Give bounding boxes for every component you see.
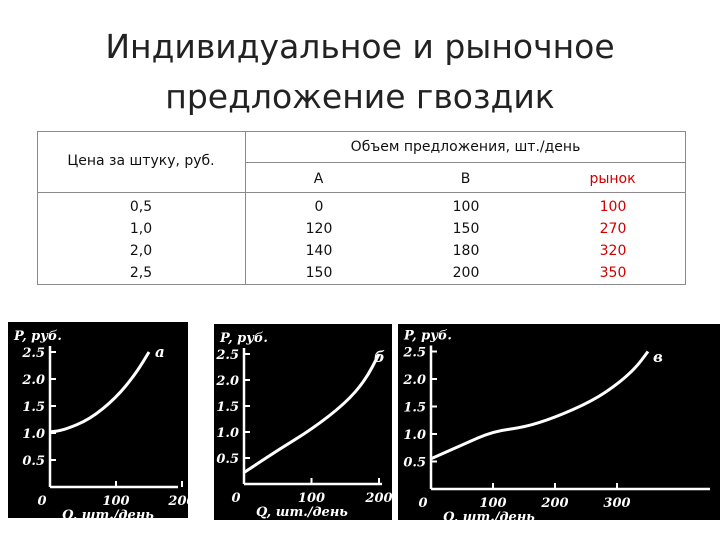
col-header-market: рынок — [589, 171, 636, 187]
a-cell: 0 — [314, 199, 324, 215]
slide-title: Индивидуальное и рыночное предложение гв… — [0, 22, 720, 122]
supply-table: Цена за штуку, руб. Объем предложения, ш… — [37, 131, 686, 285]
origin-label: 0 — [418, 496, 427, 511]
market-cell: 100 — [599, 199, 627, 215]
y-tick-label: 1.0 — [216, 426, 239, 441]
x-axis-label: Q, шт./день — [256, 505, 348, 520]
y-tick-label: 2.5 — [215, 348, 239, 363]
price-column: 0,5 1,0 2,0 2,5 — [97, 196, 185, 284]
table-header-divider — [37, 192, 686, 193]
graph-panel-label: а — [155, 343, 165, 361]
y-tick-label: 2.0 — [21, 373, 45, 388]
b-cell: 200 — [452, 265, 480, 281]
title-line-2: предложение гвоздик — [165, 77, 555, 116]
a-cell: 150 — [305, 265, 333, 281]
a-column: 0 120 140 150 — [275, 196, 363, 284]
x-tick-label: 100 — [298, 491, 325, 506]
y-tick-label: 2.5 — [402, 346, 426, 361]
y-tick-label: 1.0 — [403, 428, 426, 443]
y-tick-label: 0.5 — [22, 454, 45, 469]
x-tick-label: 200 — [364, 491, 392, 506]
graph-b: 2.5 2.0 1.5 1.0 0.5 100 200 0 P, руб. Q, шт./день… — [214, 324, 393, 520]
graph-a-svg: 2.5 2.0 1.5 1.0 0.5 100 200 0 P, руб. Q, шт./день… — [13, 329, 196, 523]
x-tick-label: 300 — [603, 496, 630, 511]
y-tick-label: 2.0 — [402, 373, 426, 388]
y-tick-label: 0.5 — [216, 452, 239, 467]
market-cell: 270 — [599, 221, 627, 237]
supply-curve — [49, 351, 151, 434]
table-subheader-divider — [245, 162, 686, 163]
x-tick-label: 100 — [479, 496, 506, 511]
y-tick-label: 1.0 — [22, 427, 45, 442]
graph-c-svg: 2.5 2.0 1.5 1.0 0.5 100 200 300 0 P, руб. Q, шт./д… — [402, 329, 710, 525]
graph-b-svg: 2.5 2.0 1.5 1.0 0.5 100 200 0 P, руб. Q, шт./день… — [215, 331, 392, 520]
a-cell: 120 — [305, 221, 333, 237]
y-axis-label: P, руб. — [219, 331, 268, 346]
y-tick-label: 1.5 — [216, 400, 239, 415]
graph-a: 2.5 2.0 1.5 1.0 0.5 100 200 0 P, руб. Q, шт./день… — [8, 322, 196, 523]
b-cell: 150 — [452, 221, 480, 237]
table-border-top — [37, 131, 686, 132]
y-tick-label: 1.5 — [22, 400, 45, 415]
market-cell: 320 — [599, 243, 627, 259]
price-header: Цена за штуку, руб. — [67, 153, 215, 169]
price-cell: 2,5 — [129, 265, 153, 281]
y-tick-label: 1.5 — [403, 401, 426, 416]
y-tick-label: 2.0 — [215, 374, 239, 389]
table-border-bottom — [37, 284, 686, 285]
table-border-left — [37, 131, 38, 285]
origin-label: 0 — [37, 494, 46, 509]
supply-curve — [243, 353, 381, 474]
graph-panel-label: б — [374, 348, 385, 366]
b-cell: 100 — [452, 199, 480, 215]
b-cell: 180 — [452, 243, 480, 259]
y-tick-label: 0.5 — [403, 456, 426, 471]
y-axis-label: P, руб. — [403, 329, 452, 344]
price-cell: 1,0 — [129, 221, 153, 237]
x-axis-label: Q, шт./день — [443, 510, 535, 520]
market-column: 100 270 320 350 — [569, 196, 657, 284]
market-cell: 350 — [599, 265, 627, 281]
price-cell: 0,5 — [129, 199, 153, 215]
price-cell: 2,0 — [129, 243, 153, 259]
volume-header: Объем предложения, шт./день — [350, 139, 581, 155]
graph-panel-label: в — [653, 348, 663, 366]
table-col-divider — [245, 131, 246, 285]
x-tick-label: 200 — [167, 494, 188, 509]
x-tick-label: 200 — [540, 496, 568, 511]
title-line-1: Индивидуальное и рыночное — [105, 27, 615, 66]
y-axis-label: P, руб. — [13, 329, 62, 344]
origin-label: 0 — [231, 491, 240, 506]
col-header-a: А — [313, 171, 324, 187]
supply-curve — [430, 350, 650, 461]
graph-c: 2.5 2.0 1.5 1.0 0.5 100 200 300 0 P, руб. Q, шт./д… — [398, 324, 720, 525]
a-cell: 140 — [305, 243, 333, 259]
b-column: 100 150 180 200 — [422, 196, 510, 284]
x-tick-label: 100 — [102, 494, 129, 509]
x-axis-label: Q, шт./день — [62, 508, 154, 518]
table-border-right — [685, 131, 686, 285]
y-tick-label: 2.5 — [21, 346, 45, 361]
col-header-b: В — [460, 171, 471, 187]
